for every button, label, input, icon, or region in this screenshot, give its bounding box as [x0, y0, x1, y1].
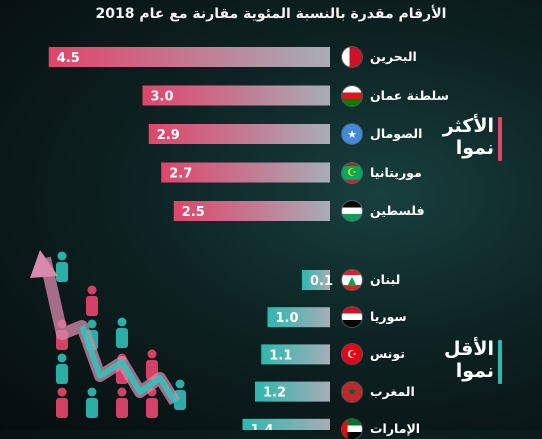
person-head-6 [57, 353, 67, 363]
bar-bottom-1 [267, 307, 330, 328]
chart-subtitle: الأرقام مقدرة بالنسبة المئوية مقارنة مع … [95, 6, 447, 22]
country-label-top-2: الصومال [370, 126, 423, 141]
bar-value-label-top-4: 2.5 [182, 205, 205, 220]
bar-value-label-bottom-1: 1.0 [276, 311, 299, 326]
country-label-top-0: البحرين [370, 49, 417, 64]
country-label-bottom-4: الإمارات [370, 420, 421, 436]
somalia-flag-icon: ★ [342, 124, 362, 144]
person-body-1 [86, 296, 98, 316]
oman-flag-icon [342, 85, 362, 106]
bar-bottom-2 [261, 344, 330, 365]
country-label-bottom-1: سوريا [370, 309, 407, 325]
person-body-2 [116, 328, 128, 348]
group-label-top-line1: الأكثر [442, 115, 494, 137]
syria-flag-icon [342, 307, 362, 328]
bar-top-4 [173, 201, 330, 221]
person-body-12 [146, 398, 158, 418]
mauritania-flag-icon: ☪ [342, 162, 362, 183]
tunisia-flag-icon: ☪ [342, 344, 362, 365]
palestine-flag-icon [342, 201, 362, 221]
person-head-0 [57, 251, 67, 261]
group-accent-top [498, 117, 502, 161]
bahrain-flag-icon [342, 47, 362, 67]
country-label-top-1: سلطنة عمان [370, 87, 449, 103]
person-body-11 [116, 398, 128, 418]
lebanon-flag-icon: ▲ [342, 270, 362, 290]
bar-value-label-top-2: 2.9 [157, 128, 180, 143]
bar-value-label-bottom-4: 1.4 [251, 423, 274, 430]
bar-value-label-top-1: 3.0 [151, 90, 174, 105]
group-label-bottom-line1: الأقل [443, 338, 494, 360]
person-head-5 [147, 349, 157, 359]
bar-top-0 [48, 47, 330, 67]
country-label-bottom-2: تونس [370, 346, 405, 362]
bar-value-label-top-3: 2.7 [169, 167, 192, 182]
bar-top-3 [161, 162, 330, 183]
bar-top-1 [142, 85, 330, 106]
person-head-8 [175, 379, 185, 389]
growth-arrow-trail [79, 324, 178, 404]
person-body-10 [86, 398, 98, 418]
country-label-bottom-3: المغرب [370, 383, 415, 399]
person-head-4 [87, 319, 97, 329]
country-label-bottom-0: لبنان [370, 272, 401, 287]
group-label-top: الأكثر نموا [443, 115, 494, 159]
person-head-11 [117, 387, 127, 397]
person-head-2 [117, 317, 127, 327]
uae-flag-icon [342, 418, 362, 439]
group-label-bottom-line2: نموا [455, 360, 494, 382]
person-head-10 [87, 387, 97, 397]
bar-bottom-4 [242, 418, 330, 430]
country-label-top-4: فلسطين [370, 203, 425, 218]
person-body-6 [56, 364, 68, 384]
group-label-top-line2: نموا [455, 137, 494, 159]
morocco-flag-icon: ★ [342, 381, 362, 402]
country-label-top-3: موريتانيا [370, 164, 422, 180]
growth-arrow-head [30, 250, 58, 278]
bar-value-label-bottom-3: 1.2 [263, 386, 286, 401]
bar-top-2 [148, 124, 330, 144]
person-head-9 [57, 387, 67, 397]
chart-canvas: 4.5 3.0 2.9 2.7 2.5 0.1 1.0 1.1 1.2 1.4 [30, 47, 333, 430]
group-accent-bottom [498, 340, 502, 384]
person-head-1 [87, 285, 97, 295]
bar-bottom-3 [255, 381, 330, 402]
bar-value-label-bottom-2: 1.1 [269, 348, 292, 363]
person-body-0 [56, 262, 68, 282]
population-growth-arrow-icon [30, 250, 186, 418]
group-label-bottom: الأقل نموا [444, 338, 494, 382]
bar-bottom-0 [302, 270, 330, 290]
bar-value-label-top-0: 4.5 [57, 51, 80, 66]
person-body-9 [56, 398, 68, 418]
bar-value-label-bottom-0: 0.1 [310, 274, 333, 289]
